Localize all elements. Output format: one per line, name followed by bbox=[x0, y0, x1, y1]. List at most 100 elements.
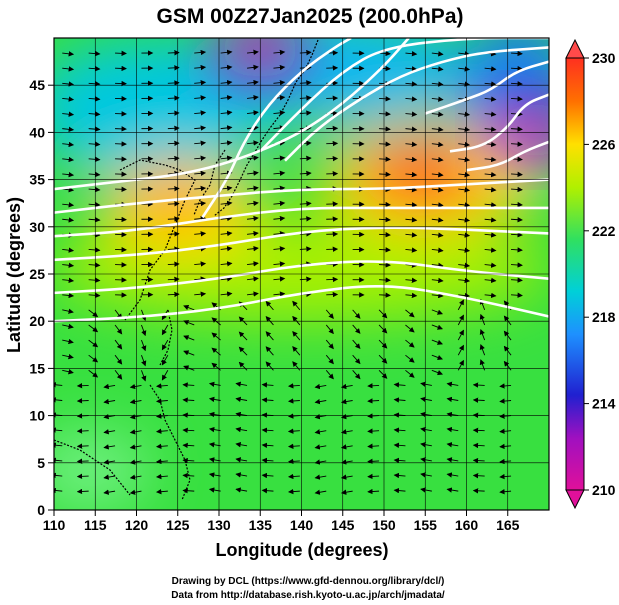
x-tick-label: 165 bbox=[496, 517, 520, 533]
streamline-arrow bbox=[88, 50, 101, 57]
streamline-arrow bbox=[235, 381, 248, 387]
colorbar-tick-label: 218 bbox=[592, 309, 616, 325]
streamline-arrow bbox=[431, 51, 444, 57]
streamline-arrow bbox=[352, 369, 361, 380]
streamline-arrow bbox=[62, 292, 75, 299]
streamline-arrow bbox=[379, 216, 391, 223]
streamline-arrow bbox=[167, 291, 180, 298]
streamline-arrow bbox=[511, 126, 523, 132]
streamline-arrow bbox=[431, 292, 444, 299]
y-tick-label: 30 bbox=[29, 219, 45, 235]
contour-line bbox=[424, 60, 549, 115]
streamline-arrow bbox=[182, 382, 195, 388]
x-tick-label: 130 bbox=[207, 517, 231, 533]
streamline-arrow bbox=[287, 428, 300, 434]
streamline-arrow bbox=[458, 66, 471, 72]
streamline-arrow bbox=[379, 141, 391, 147]
streamline-arrow bbox=[76, 473, 89, 480]
streamline-arrow bbox=[62, 96, 75, 102]
streamline-arrow bbox=[246, 79, 259, 86]
streamline-arrow bbox=[194, 276, 207, 282]
x-tick-label: 145 bbox=[331, 517, 355, 533]
streamline-arrow bbox=[167, 276, 180, 283]
streamline-arrow bbox=[378, 369, 388, 379]
streamline-arrow bbox=[405, 66, 418, 72]
streamline-arrow bbox=[273, 200, 286, 207]
y-tick-labels: 0 5 10 15 20 25 30 35 40 45 bbox=[29, 77, 45, 518]
streamline-arrow bbox=[161, 370, 169, 381]
streamline-arrow bbox=[458, 141, 471, 148]
streamline-arrow bbox=[220, 140, 233, 146]
streamline-arrow bbox=[62, 369, 74, 375]
streamline-arrow bbox=[114, 324, 123, 335]
streamline-arrow bbox=[261, 442, 274, 449]
streamline-arrow bbox=[167, 80, 180, 86]
streamline-arrow bbox=[352, 309, 361, 319]
coastline-china bbox=[119, 159, 196, 321]
streamline-arrow bbox=[484, 96, 497, 102]
streamline-arrow bbox=[155, 428, 168, 434]
streamline-arrow bbox=[446, 426, 459, 433]
streamline-arrow bbox=[378, 324, 388, 334]
streamline-arrow bbox=[325, 369, 334, 380]
streamline-arrow bbox=[484, 247, 497, 253]
streamline-arrow bbox=[161, 324, 169, 336]
streamline-arrow bbox=[314, 383, 327, 390]
streamline-arrow bbox=[379, 171, 391, 178]
streamline-arrow bbox=[484, 277, 497, 284]
streamline-arrow bbox=[511, 247, 523, 253]
streamline-arrow bbox=[129, 398, 142, 405]
streamline-arrow bbox=[393, 472, 406, 479]
streamline-arrow bbox=[484, 187, 497, 193]
streamline-arrow bbox=[183, 335, 195, 341]
streamline-arrow bbox=[287, 443, 300, 449]
streamline-arrow bbox=[62, 66, 75, 72]
streamline-arrow bbox=[420, 396, 432, 403]
streamline-arrow bbox=[62, 247, 75, 253]
streamline-arrow bbox=[446, 381, 459, 387]
streamline-arrow bbox=[62, 171, 75, 178]
streamline-arrow bbox=[194, 49, 207, 56]
streamline-arrow bbox=[88, 156, 101, 163]
streamline-arrow bbox=[472, 442, 485, 449]
streamline-arrow bbox=[405, 126, 418, 132]
streamline-arrow bbox=[129, 474, 142, 480]
streamline-arrow bbox=[62, 141, 75, 148]
streamline-arrow bbox=[446, 457, 459, 463]
streamline-arrow bbox=[446, 487, 459, 493]
streamline-arrow bbox=[129, 383, 142, 390]
streamline-arrow bbox=[141, 324, 147, 337]
streamline-arrow bbox=[220, 110, 233, 116]
streamline-arrow bbox=[420, 442, 432, 448]
streamline-arrow bbox=[161, 339, 169, 351]
y-tick-label: 10 bbox=[29, 408, 45, 424]
streamline-arrow bbox=[431, 309, 443, 315]
streamline-arrow bbox=[103, 474, 116, 480]
contour-line bbox=[449, 93, 549, 153]
streamline-arrow bbox=[114, 370, 123, 380]
streamline-arrow bbox=[499, 383, 512, 389]
streamline-arrow bbox=[62, 338, 74, 345]
streamline-arrow bbox=[431, 141, 444, 148]
streamline-arrow bbox=[393, 487, 406, 494]
streamline-arrow bbox=[54, 472, 63, 479]
streamline-arrow bbox=[129, 414, 142, 420]
streamline-arrow bbox=[235, 426, 248, 433]
streamline-arrow bbox=[54, 382, 63, 388]
contour-layer bbox=[54, 38, 549, 323]
streamline-arrow bbox=[499, 428, 512, 434]
streamline-arrow bbox=[484, 232, 497, 238]
streamline-arrow bbox=[367, 488, 380, 495]
streamline-arrow bbox=[405, 202, 418, 208]
streamline-arrow bbox=[511, 216, 523, 223]
streamline-arrow bbox=[378, 354, 388, 364]
streamline-arrow bbox=[273, 291, 286, 297]
streamline-arrow bbox=[220, 230, 233, 237]
streamline-arrow bbox=[235, 487, 248, 493]
x-tick-label: 115 bbox=[84, 517, 107, 533]
streamline-arrow bbox=[484, 66, 497, 72]
streamline-arrow bbox=[405, 369, 415, 378]
streamline-arrow bbox=[261, 382, 274, 388]
streamline-arrow bbox=[340, 489, 353, 495]
